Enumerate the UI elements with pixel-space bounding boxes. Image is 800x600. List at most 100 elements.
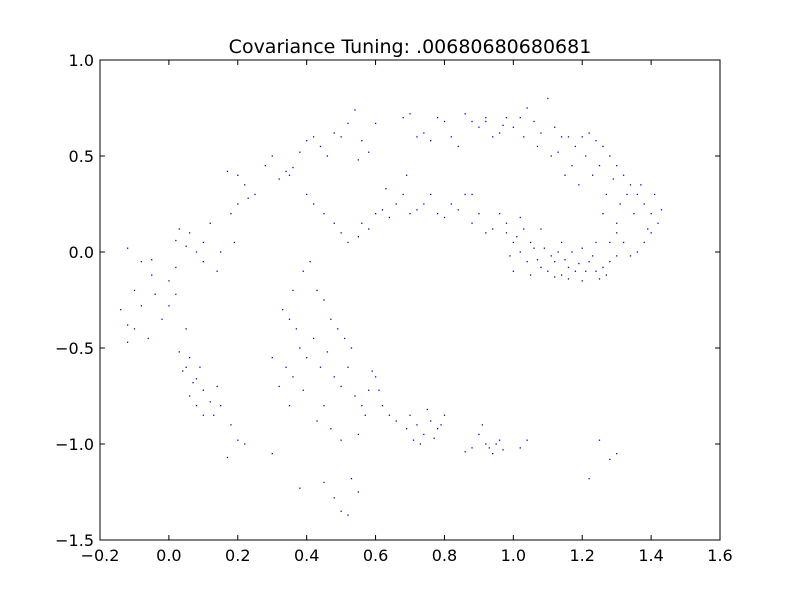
scatter-point [188,232,191,234]
scatter-point [412,439,415,441]
scatter-point [591,255,594,257]
scatter-point [202,261,205,263]
scatter-point [292,166,294,169]
scatter-point [550,155,552,157]
scatter-point [581,247,583,249]
scatter-point [388,216,391,219]
scatter-point [478,126,480,128]
scatter-point [588,261,590,263]
scatter-point [299,151,301,153]
scatter-point [126,341,129,343]
scatter-point [209,222,211,224]
y-tick-label: 0.0 [69,243,94,262]
scatter-point [605,274,608,276]
scatter-point [471,447,473,449]
scatter-point [185,366,187,368]
scatter-point [591,174,594,176]
scatter-point [492,136,494,138]
scatter-point [233,241,236,244]
scatter-point [347,122,349,125]
scatter-point [405,174,408,176]
scatter-point [368,151,370,153]
scatter-point [505,222,508,224]
scatter-point [288,405,291,407]
scatter-point [133,289,136,292]
scatter-point [330,428,332,430]
scatter-point [619,203,621,205]
scatter-point [323,299,325,301]
scatter-point [564,259,566,261]
x-axis: −0.2 0.0 0.2 0.4 0.6 0.8 1.0 1.2 1.4 1.6 [81,60,733,565]
scatter-point [244,184,246,186]
scatter-point [602,145,604,148]
scatter-point [230,213,232,215]
scatter-point [598,278,601,280]
scatter-point [405,428,408,430]
scatter-point [154,293,156,295]
scatter-point [443,414,446,416]
scatter-point [540,228,542,230]
scatter-point [526,261,528,263]
scatter-point [550,255,552,257]
scatter-point [347,514,349,516]
scatter-point [299,347,301,349]
scatter-point [306,193,308,196]
scatter-point [409,213,411,215]
scatter-point [488,447,490,449]
scatter-point [519,251,521,253]
scatter-point [333,132,335,134]
scatter-point [202,389,205,391]
scatter-point [457,209,459,211]
scatter-point [178,228,180,230]
scatter-point [519,447,521,449]
scatter-point [416,209,418,211]
scatter-point [622,174,625,176]
points-layer [120,97,663,516]
scatter-point [161,318,163,320]
scatter-point [450,203,453,205]
scatter-point [175,293,177,295]
y-tick-label: −1.5 [55,531,94,550]
scatter-point [226,456,229,459]
x-tick-label: 1.6 [707,546,732,565]
scatter-point [616,255,618,257]
scatter-point [374,122,377,125]
scatter-point [368,228,370,230]
scatter-point [326,351,329,353]
x-tick-label: 1.2 [569,546,594,565]
scatter-point [436,428,439,430]
scatter-point [402,193,404,196]
scatter-point [567,136,570,138]
scatter-point [378,389,380,391]
scatter-point [605,193,608,196]
scatter-point [323,213,325,215]
scatter-point [533,120,535,123]
scatter-point [120,309,122,311]
scatter-point [188,357,191,359]
scatter-point [426,408,428,411]
scatter-point [464,193,466,196]
scatter-point [567,266,570,269]
scatter-point [309,261,311,263]
scatter-point [237,439,239,441]
scatter-point [306,140,308,142]
scatter-point [244,443,246,445]
scatter-point [151,259,153,261]
scatter-point [219,251,222,253]
scatter-point [492,228,494,230]
scatter-point [361,140,363,142]
scatter-point [126,247,129,249]
scatter-point [285,170,287,173]
scatter-point [416,424,418,426]
scatter-point [340,510,342,512]
scatter-point [574,145,577,148]
scatter-point [202,414,205,416]
scatter-point [333,222,335,224]
x-tick-label: 0.4 [294,546,319,565]
scatter-point [419,443,422,445]
scatter-point [560,136,563,138]
scatter-point [557,151,559,153]
scatter-point [471,222,473,224]
scatter-point [622,241,625,244]
scatter-point [547,270,549,272]
